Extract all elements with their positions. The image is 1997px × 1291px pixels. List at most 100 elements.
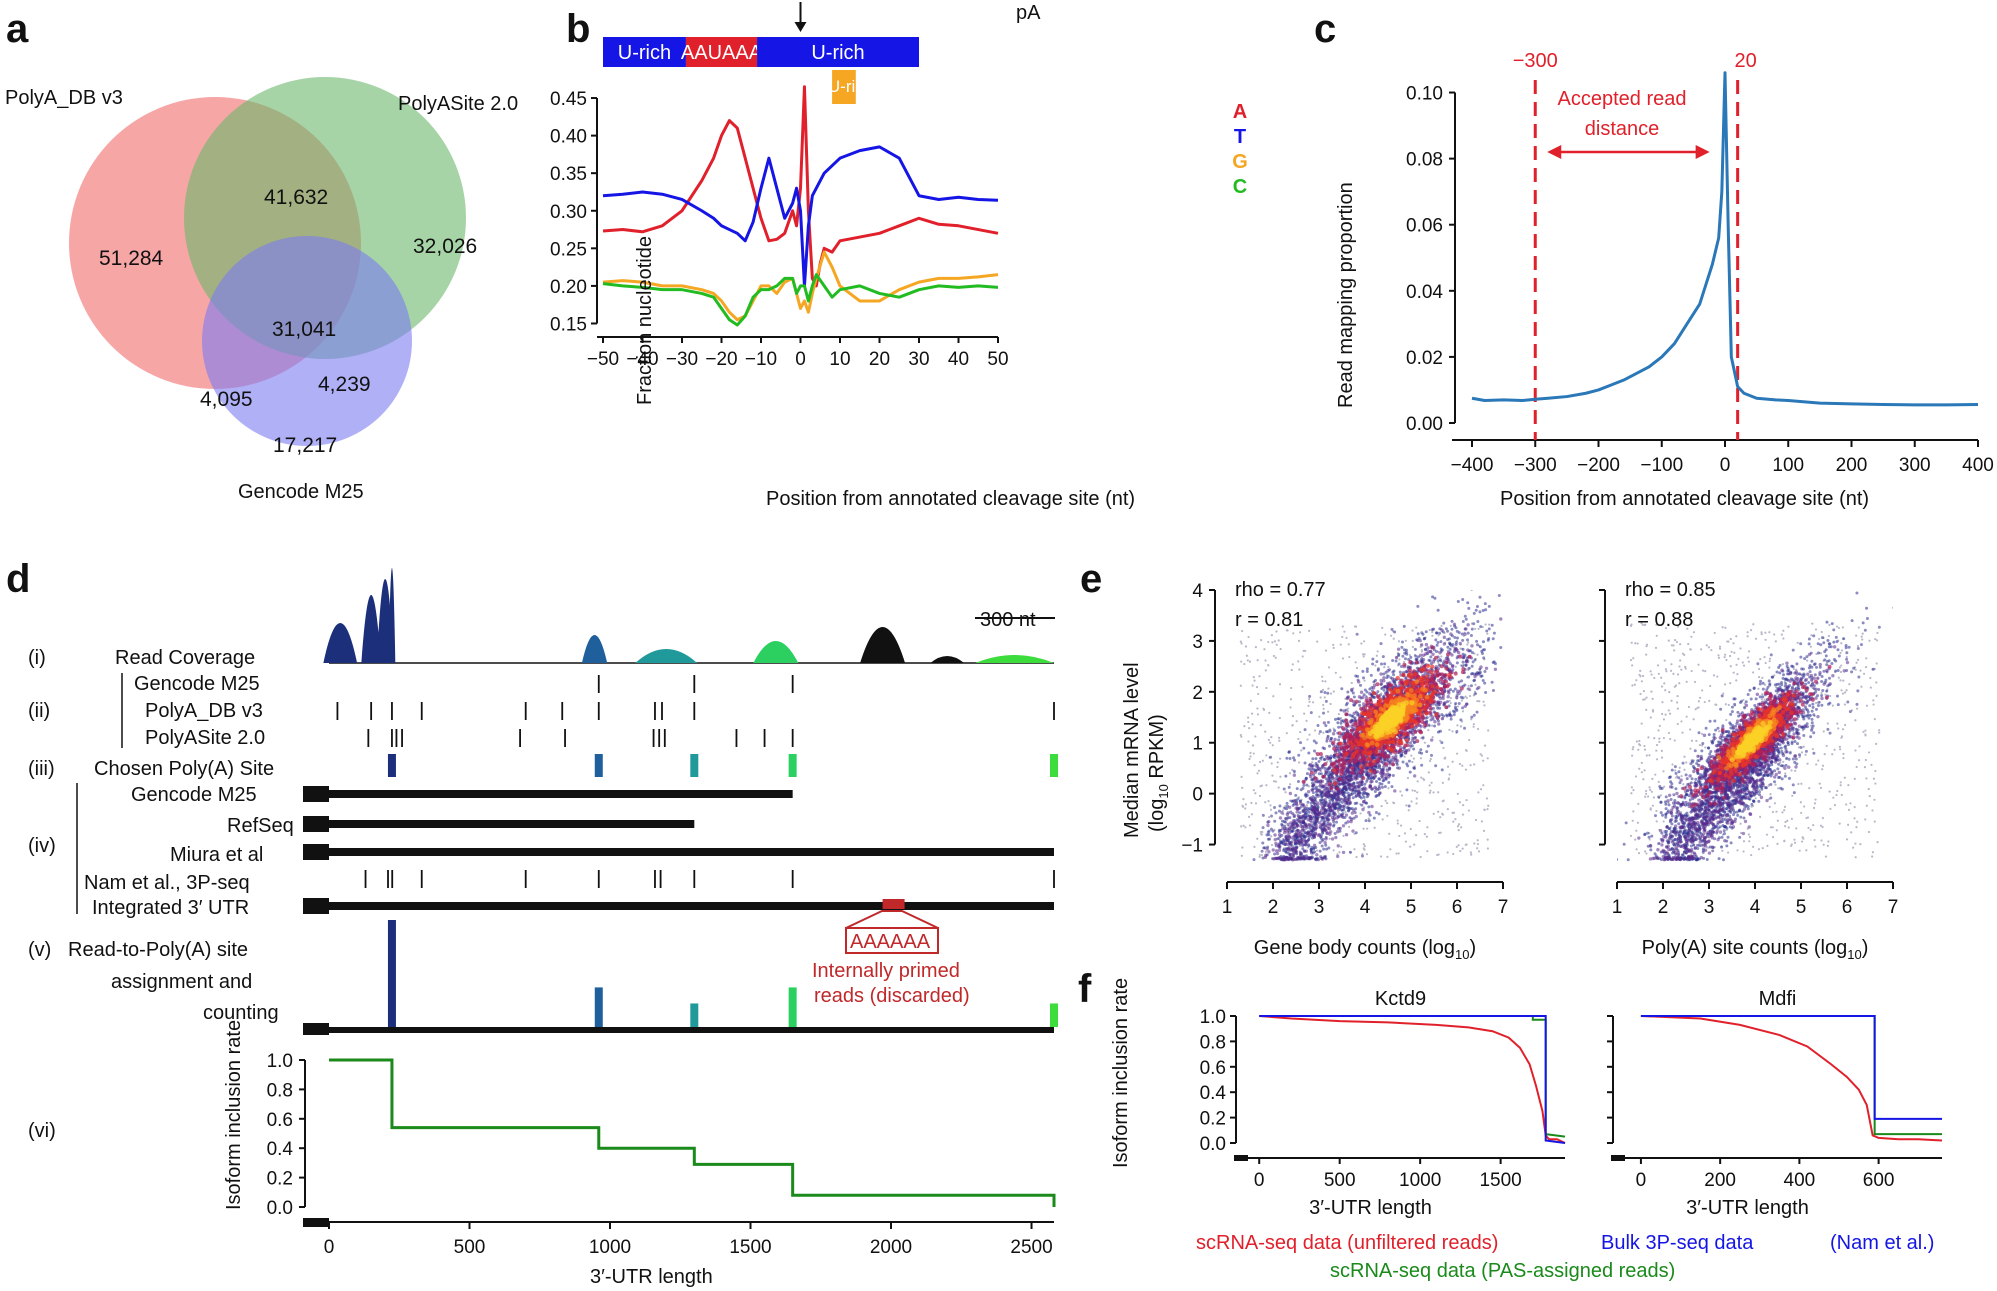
scatter-point <box>1436 853 1439 857</box>
scatter-point <box>1255 686 1259 689</box>
scatter-point <box>1461 638 1465 642</box>
chosen-site-1 <box>594 754 603 777</box>
scatter-point <box>1469 851 1473 854</box>
scatter-point <box>1393 630 1397 634</box>
scatter-point <box>1442 714 1446 718</box>
scatter-point <box>1268 816 1271 819</box>
scatter-point <box>1353 777 1358 781</box>
scatter-point <box>1276 761 1279 764</box>
scatter-point <box>1298 811 1302 815</box>
venn-region-all-three: 31,041 <box>272 318 336 341</box>
scatter-point <box>1319 772 1323 776</box>
scatter-point <box>1287 826 1292 831</box>
scatter-point <box>1335 854 1340 859</box>
scatter-point <box>1375 654 1378 657</box>
scatter-point <box>1320 828 1325 833</box>
scatter-point <box>1346 802 1351 806</box>
scatter-point <box>1366 793 1370 797</box>
row-label-read-assignment-3: counting <box>203 1002 279 1024</box>
scatter-point <box>1349 792 1353 796</box>
scatter-point <box>1481 625 1484 629</box>
scatter-point <box>1429 789 1432 792</box>
scatter-point <box>1424 647 1428 651</box>
scatter-point <box>1305 719 1308 722</box>
scatter-point <box>1318 789 1322 793</box>
motif-segment-2 <box>757 37 919 67</box>
scatter-point <box>1267 800 1270 803</box>
scatter-point <box>1454 818 1457 821</box>
scatter-point <box>1474 683 1477 686</box>
scatter-point <box>1410 744 1414 748</box>
scatter-point <box>1299 834 1303 838</box>
scatter-point <box>1258 794 1262 798</box>
scatter-point <box>1321 815 1325 820</box>
scatter-point <box>1465 749 1468 752</box>
scatter-point <box>1336 796 1341 800</box>
scatter-point <box>1484 608 1488 612</box>
scatter-point <box>1429 718 1433 722</box>
scatter-point <box>1331 811 1335 816</box>
scatter-point <box>1387 665 1390 669</box>
scatter-point <box>1270 814 1274 818</box>
scatter-point <box>1460 670 1465 675</box>
scatter-point <box>1354 699 1359 704</box>
scatter-point <box>1329 692 1333 695</box>
scatter-point <box>1351 691 1355 695</box>
scatter-point <box>1263 855 1268 859</box>
scatter-point <box>1426 826 1429 829</box>
scatter-point <box>1354 793 1359 798</box>
scatter-point <box>1473 690 1477 693</box>
step-y-tick-label: 1.0 <box>267 1051 293 1072</box>
scatter-point <box>1300 843 1305 848</box>
scatter-point <box>1288 810 1293 814</box>
scatter-point <box>1477 850 1481 853</box>
scatter-point <box>1253 845 1256 848</box>
scatter-point <box>1455 661 1459 665</box>
scatter-point <box>1256 837 1259 840</box>
scatter-point <box>1348 655 1351 659</box>
scatter-point <box>1248 757 1251 761</box>
scatter-point <box>1248 660 1252 663</box>
scatter-point <box>1386 801 1389 805</box>
scatter-point <box>1292 758 1296 762</box>
scatter-point <box>1239 640 1242 643</box>
chosen-site-0 <box>387 754 396 777</box>
scatter-point <box>1322 711 1326 715</box>
scatter-point <box>1401 654 1405 658</box>
scatter-point <box>1378 766 1382 770</box>
scatter-point <box>1249 751 1252 754</box>
scatter-point <box>1432 812 1435 815</box>
scatter-point <box>1353 802 1357 806</box>
coverage-peak-4 <box>581 635 608 663</box>
scatter-point <box>1275 851 1280 856</box>
scatter-point <box>1362 843 1365 846</box>
scatter-point <box>1304 649 1307 652</box>
internal-priming-site <box>882 899 905 909</box>
scatter-point <box>1270 843 1274 847</box>
scatter-point <box>1446 657 1450 662</box>
scatter-point <box>1307 843 1311 847</box>
scatter-point <box>1279 647 1282 651</box>
scatter-point <box>1319 856 1324 861</box>
scatter-point <box>1376 668 1380 672</box>
scatter-point <box>1386 814 1389 817</box>
scatter-point <box>1425 716 1429 720</box>
scatter-point <box>1326 831 1330 835</box>
scatter-point <box>1449 701 1452 705</box>
scatter-point <box>1327 791 1331 795</box>
scatter-point <box>1477 627 1480 631</box>
scatter-point <box>1242 798 1245 801</box>
scatter-point <box>1336 721 1340 725</box>
scatter-point <box>1349 819 1353 824</box>
scatter-point <box>1268 711 1271 714</box>
scatter-point <box>1301 655 1304 658</box>
motif-segment-1 <box>685 37 758 67</box>
scatter-point <box>1459 647 1462 650</box>
scatter-point <box>1359 690 1364 694</box>
scatter-point <box>1411 629 1414 632</box>
scatter-point <box>1284 804 1287 808</box>
scatter-point <box>1413 843 1416 846</box>
scatter-point <box>1278 804 1282 808</box>
scatter-point <box>1444 660 1449 665</box>
